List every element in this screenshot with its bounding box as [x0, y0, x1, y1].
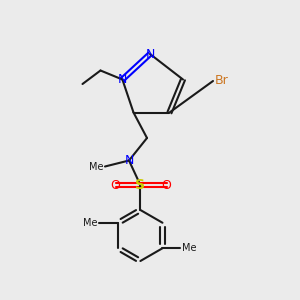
Text: Br: Br: [214, 74, 228, 88]
Text: Me: Me: [83, 218, 97, 228]
Text: S: S: [135, 178, 146, 192]
Text: Me: Me: [182, 243, 196, 253]
Text: Me: Me: [89, 161, 103, 172]
Text: N: N: [145, 47, 155, 61]
Text: O: O: [162, 178, 171, 192]
Text: O: O: [111, 178, 120, 192]
Text: N: N: [118, 73, 127, 86]
Text: N: N: [124, 154, 134, 167]
